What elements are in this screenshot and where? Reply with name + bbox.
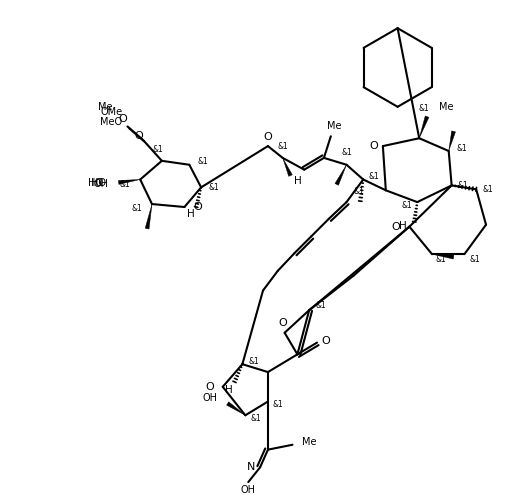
Text: H: H xyxy=(187,209,195,219)
Text: O: O xyxy=(135,131,144,141)
Text: OH: OH xyxy=(94,179,109,190)
Polygon shape xyxy=(227,402,246,415)
Text: &1: &1 xyxy=(197,157,208,166)
Polygon shape xyxy=(335,165,346,185)
Polygon shape xyxy=(449,131,456,151)
Text: &1: &1 xyxy=(419,104,429,113)
Text: Me: Me xyxy=(98,102,112,112)
Text: H: H xyxy=(399,221,407,231)
Text: Me: Me xyxy=(303,437,317,447)
Polygon shape xyxy=(145,204,152,229)
Text: &1: &1 xyxy=(250,414,261,423)
Text: &1: &1 xyxy=(153,145,163,153)
Text: Me: Me xyxy=(326,121,341,132)
Text: MeO: MeO xyxy=(100,116,122,127)
Text: O: O xyxy=(392,222,401,232)
Text: &1: &1 xyxy=(131,204,142,213)
Text: &1: &1 xyxy=(482,185,493,194)
Text: &1: &1 xyxy=(315,301,326,310)
Text: &1: &1 xyxy=(277,142,288,150)
Text: &1: &1 xyxy=(402,200,412,209)
Text: O: O xyxy=(193,202,202,212)
Text: &1: &1 xyxy=(469,254,480,263)
Text: &1: &1 xyxy=(248,357,259,366)
Text: &1: &1 xyxy=(120,180,130,189)
Text: HO: HO xyxy=(91,178,106,189)
Text: H: H xyxy=(225,385,232,395)
Text: &1: &1 xyxy=(457,144,467,152)
Text: O: O xyxy=(263,132,272,142)
Text: O: O xyxy=(205,382,214,392)
Text: &1: &1 xyxy=(458,181,468,190)
Text: N: N xyxy=(247,462,255,472)
Polygon shape xyxy=(282,158,293,176)
Text: O: O xyxy=(118,113,127,124)
Polygon shape xyxy=(419,116,429,138)
Text: O: O xyxy=(370,141,379,151)
Text: &1: &1 xyxy=(436,254,447,263)
Text: H: H xyxy=(294,176,301,187)
Text: &1: &1 xyxy=(368,172,379,181)
Text: &1: &1 xyxy=(209,183,220,192)
Polygon shape xyxy=(118,180,140,185)
Text: O: O xyxy=(278,318,287,328)
Text: O: O xyxy=(322,336,331,346)
Text: &1: &1 xyxy=(354,187,365,196)
Text: &1: &1 xyxy=(341,148,352,157)
Text: &1: &1 xyxy=(273,400,284,409)
Text: OMe: OMe xyxy=(100,107,122,117)
Text: OH: OH xyxy=(241,485,256,495)
Text: OH: OH xyxy=(203,393,218,402)
Text: Me: Me xyxy=(439,102,454,112)
Text: HO: HO xyxy=(88,178,103,189)
Polygon shape xyxy=(432,254,454,259)
